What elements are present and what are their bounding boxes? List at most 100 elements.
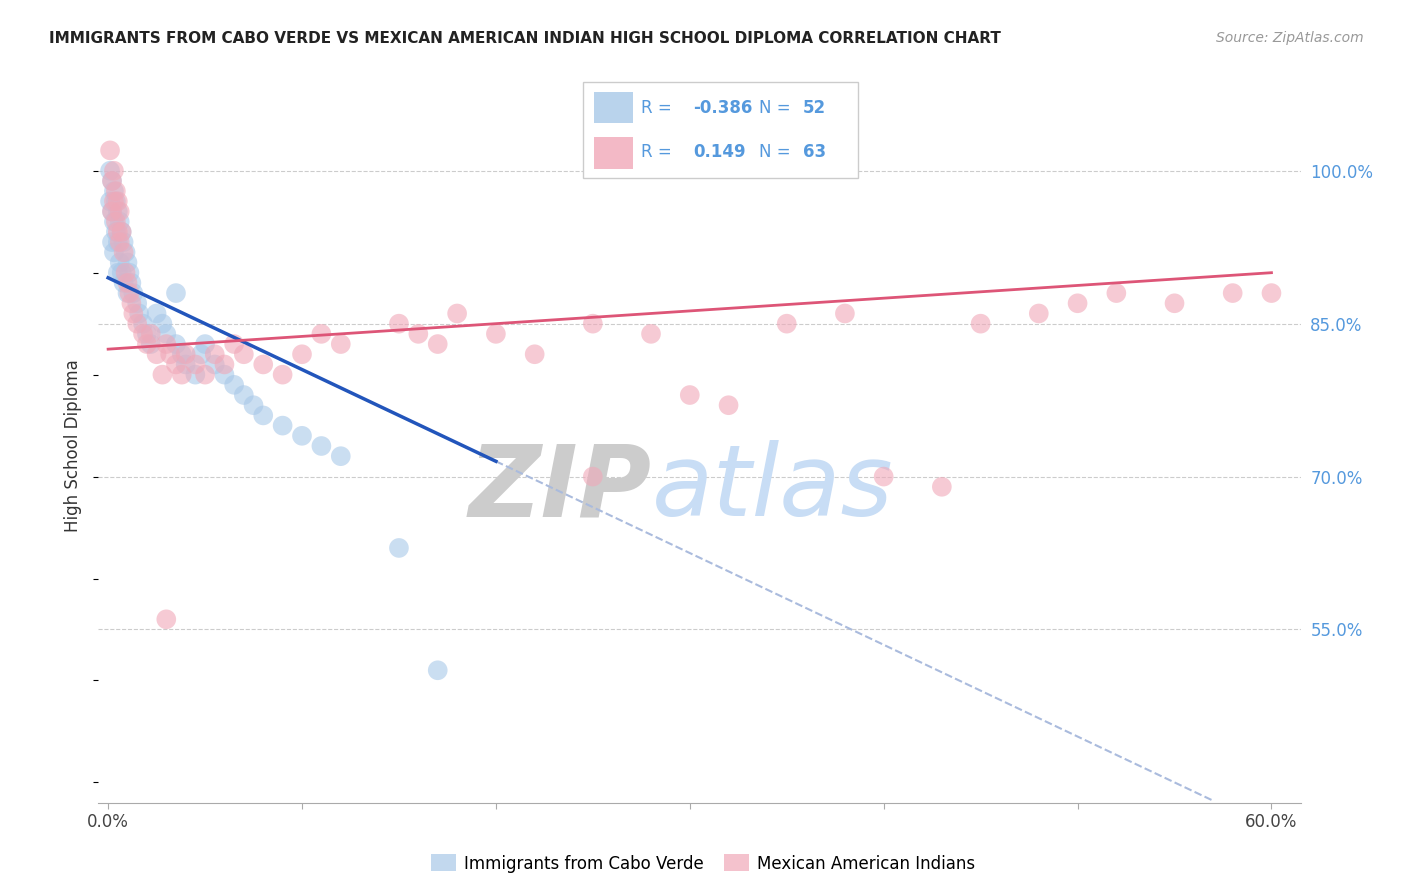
Point xyxy=(120,276,142,290)
Point xyxy=(122,286,145,301)
Point xyxy=(184,368,207,382)
Point xyxy=(214,368,236,382)
Point xyxy=(194,337,217,351)
Point xyxy=(232,347,254,361)
Point xyxy=(1066,296,1088,310)
Point xyxy=(98,194,121,209)
Point xyxy=(111,225,134,239)
Text: N =: N = xyxy=(759,144,790,161)
Point xyxy=(252,409,274,423)
Point xyxy=(104,225,127,239)
Text: 63: 63 xyxy=(803,144,825,161)
Point xyxy=(155,337,177,351)
Point xyxy=(98,163,121,178)
Point xyxy=(112,245,135,260)
Text: ZIP: ZIP xyxy=(468,441,651,537)
Point xyxy=(103,163,125,178)
Point xyxy=(101,174,124,188)
Point xyxy=(204,347,226,361)
Point xyxy=(103,245,125,260)
Point xyxy=(873,469,896,483)
Text: Source: ZipAtlas.com: Source: ZipAtlas.com xyxy=(1216,31,1364,45)
Point xyxy=(112,235,135,249)
Point xyxy=(165,337,187,351)
Point xyxy=(108,204,131,219)
Point xyxy=(145,306,167,320)
Text: atlas: atlas xyxy=(651,441,893,537)
Point xyxy=(224,337,246,351)
Point xyxy=(103,215,125,229)
Point xyxy=(155,612,177,626)
Point xyxy=(101,204,124,219)
Point xyxy=(329,337,352,351)
Point xyxy=(523,347,546,361)
Point xyxy=(1163,296,1185,310)
Point xyxy=(159,347,181,361)
Text: R =: R = xyxy=(641,99,672,117)
Point xyxy=(214,358,236,372)
Bar xyxy=(595,92,633,123)
Point xyxy=(107,204,129,219)
Point xyxy=(170,368,193,382)
Point xyxy=(108,255,131,269)
Point xyxy=(1028,306,1050,320)
Point xyxy=(640,326,662,341)
Point xyxy=(107,266,129,280)
Point xyxy=(717,398,740,412)
Point xyxy=(135,337,157,351)
Point xyxy=(104,194,127,209)
Point xyxy=(103,194,125,209)
Point xyxy=(165,286,187,301)
Point xyxy=(174,347,197,361)
Point xyxy=(242,398,264,412)
Point xyxy=(107,194,129,209)
Point xyxy=(291,429,314,443)
Point xyxy=(969,317,991,331)
Point xyxy=(776,317,799,331)
Point xyxy=(101,235,124,249)
Point xyxy=(311,326,333,341)
Point xyxy=(446,306,468,320)
Point xyxy=(485,326,508,341)
Point xyxy=(679,388,702,402)
Point xyxy=(204,358,226,372)
Point xyxy=(329,449,352,463)
Text: R =: R = xyxy=(641,144,672,161)
Point xyxy=(101,204,124,219)
Point xyxy=(128,306,150,320)
Point xyxy=(145,347,167,361)
Point xyxy=(426,337,449,351)
Point xyxy=(108,235,131,249)
Point xyxy=(311,439,333,453)
Point xyxy=(127,317,149,331)
Point xyxy=(127,296,149,310)
Text: 0.149: 0.149 xyxy=(693,144,745,161)
Point xyxy=(122,306,145,320)
Point xyxy=(408,326,430,341)
Point xyxy=(152,317,174,331)
Point xyxy=(98,144,121,158)
Text: 52: 52 xyxy=(803,99,825,117)
Point xyxy=(291,347,314,361)
Point xyxy=(152,368,174,382)
Point xyxy=(232,388,254,402)
Point xyxy=(1105,286,1128,301)
Point xyxy=(118,266,141,280)
Point xyxy=(107,225,129,239)
Point xyxy=(103,184,125,198)
Point xyxy=(139,337,162,351)
Point xyxy=(104,215,127,229)
Point xyxy=(117,255,139,269)
Legend: Immigrants from Cabo Verde, Mexican American Indians: Immigrants from Cabo Verde, Mexican Amer… xyxy=(425,847,981,880)
Point xyxy=(107,235,129,249)
Bar xyxy=(595,137,633,169)
Point xyxy=(1222,286,1244,301)
Point xyxy=(931,480,953,494)
Text: N =: N = xyxy=(759,99,790,117)
Point xyxy=(194,368,217,382)
Point xyxy=(114,266,136,280)
Point xyxy=(155,326,177,341)
Point xyxy=(111,266,134,280)
Point xyxy=(111,225,134,239)
Point xyxy=(112,276,135,290)
